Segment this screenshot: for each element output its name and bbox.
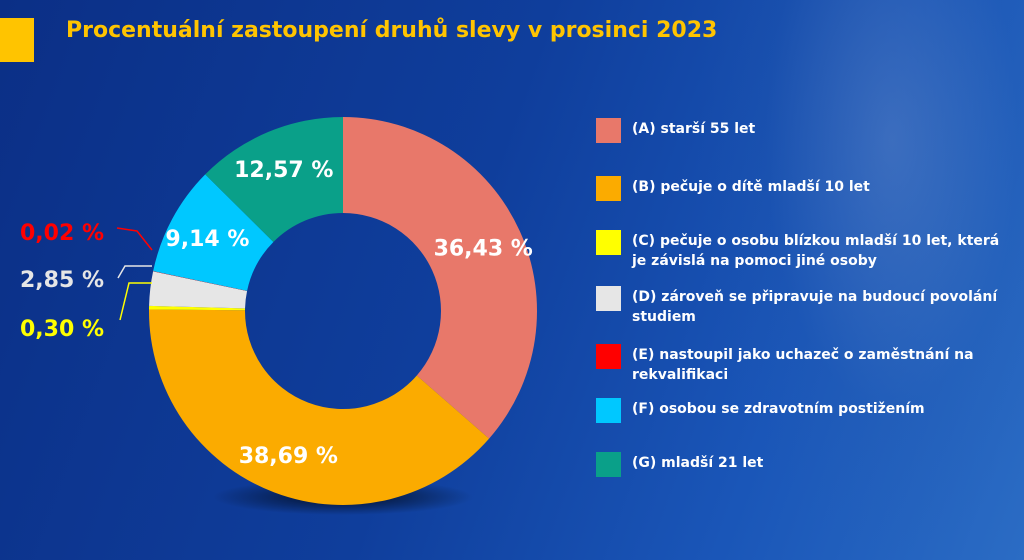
slice-b [148,309,490,506]
legend-swatch-d [596,286,621,311]
legend-label-e: (E) nastoupil jako uchazeč o zaměstnání … [632,347,974,383]
legend-item-a: (A) starší 55 let [596,118,1007,143]
background-photo [694,0,1024,560]
legend-swatch-a [596,118,621,143]
legend-swatch-c [596,230,621,255]
slice-c [149,305,246,311]
legend-swatch-b [596,176,621,201]
legend-label-c: (C) pečuje o osobu blízkou mladší 10 let… [632,233,1000,269]
legend-item-g: (G) mladší 21 let [596,452,1007,477]
legend-swatch-g [596,452,621,477]
data-label-b: 38,69 % [239,444,338,469]
chart-title: Procentuální zastoupení druhů slevy v pr… [66,18,718,43]
legend-label-b: (B) pečuje o dítě mladší 10 let [632,179,870,195]
leader-line-e [116,227,153,251]
leader-line-d [117,265,152,279]
slice-d [149,271,248,309]
legend-item-f: (F) osobou se zdravotním postižením [596,398,1007,423]
title-accent-bar [0,18,34,62]
legend-label-f: (F) osobou se zdravotním postižením [632,401,925,417]
data-label-g: 12,57 % [234,158,333,183]
legend-item-d: (D) zároveň se připravuje na budoucí pov… [596,286,1007,327]
legend-swatch-f [596,398,621,423]
legend-label-d: (D) zároveň se připravuje na budoucí pov… [632,289,998,325]
slice-g [205,117,343,243]
data-label-a: 36,43 % [434,236,533,261]
data-label-c: 0,30 % [20,317,104,342]
leader-line-c [119,282,152,321]
legend-swatch-e [596,344,621,369]
legend-item-e: (E) nastoupil jako uchazeč o zaměstnání … [596,344,1007,385]
legend-label-a: (A) starší 55 let [632,121,756,137]
legend-item-b: (B) pečuje o dítě mladší 10 let [596,176,1007,201]
data-label-f: 9,14 % [165,227,249,252]
data-label-d: 2,85 % [20,268,104,293]
slice-a [343,117,537,439]
data-label-e: 0,02 % [20,221,104,246]
slice-f [153,174,274,291]
legend-label-g: (G) mladší 21 let [632,455,764,471]
legend-item-c: (C) pečuje o osobu blízkou mladší 10 let… [596,230,1007,271]
